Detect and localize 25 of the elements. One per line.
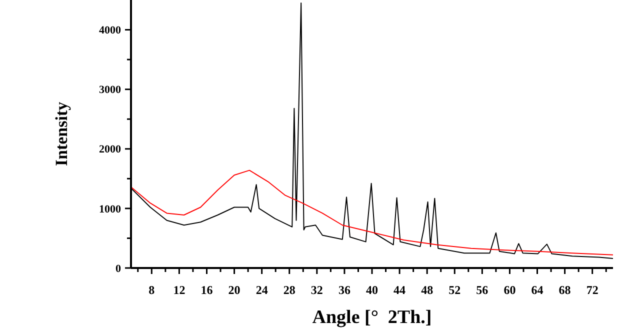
x-tick-label: 20 — [228, 283, 240, 297]
x-tick-label: 28 — [283, 283, 296, 297]
x-tick-label: 60 — [504, 283, 516, 297]
x-tick-label: 44 — [394, 283, 406, 297]
x-tick-label: 8 — [148, 283, 155, 297]
x-tick-label: 68 — [558, 283, 571, 297]
x-tick-label: 24 — [256, 283, 268, 297]
x-tick-label: 72 — [586, 283, 598, 297]
x-tick-label: 36 — [338, 283, 350, 297]
y-axis-title: Intensity — [52, 101, 71, 166]
x-tick-label: 12 — [173, 283, 186, 297]
line-series — [131, 170, 613, 256]
y-tick-label: 4000 — [99, 24, 122, 37]
x-tick-label: 48 — [421, 283, 434, 297]
y-tick-label: 1000 — [99, 203, 122, 216]
x-tick-label: 52 — [448, 283, 461, 297]
x-tick-label: 64 — [531, 283, 544, 297]
y-tick-label: 3000 — [99, 84, 122, 96]
y-tick-label: 2000 — [99, 144, 122, 156]
x-tick-label: 56 — [476, 283, 488, 297]
x-tick-label: 40 — [366, 283, 378, 297]
x-tick-label: 32 — [310, 283, 323, 297]
y-tick-label: 0 — [116, 262, 122, 275]
x-axis-title: Angle [° 2Th.] — [312, 307, 432, 328]
x-tick-label: 16 — [200, 283, 213, 297]
